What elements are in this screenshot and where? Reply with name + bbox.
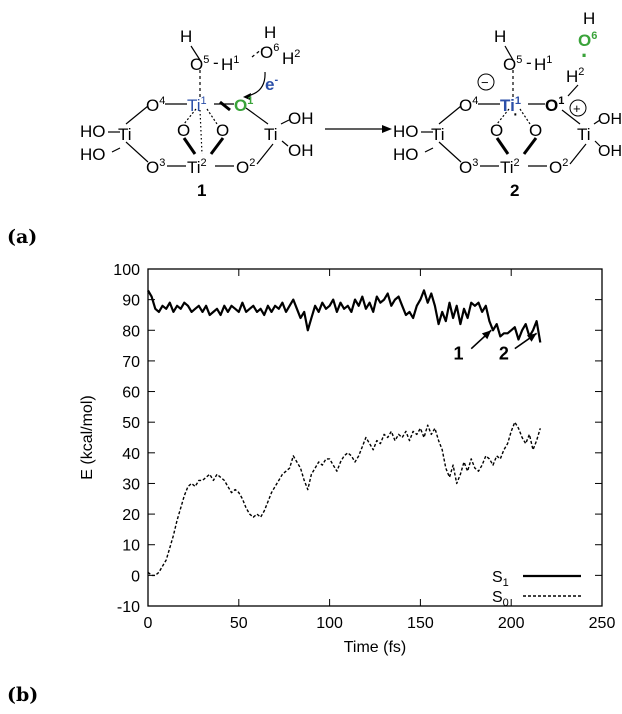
ti-right-atom-2: Ti [577,125,591,144]
annotation-arrowhead-icon [526,333,537,342]
structure-2-number: 2 [510,181,519,200]
y-tick-label: 40 [122,446,140,463]
ti2-atom: Ti2 [187,157,207,177]
bond-dash-2: - [526,53,532,72]
o-mid-left-atom-2: O [490,121,503,140]
y-tick-label: 0 [131,568,140,585]
h-top-atom-2: H [494,27,506,46]
panel-b-label: (b) [7,684,39,706]
o6-atom-2: O6 [578,30,597,50]
axis-ticks [147,268,603,607]
o6-atom: O6 [260,42,279,62]
ho-left-bottom: HO [80,145,106,164]
ti1-atom: Ti1 [187,95,207,115]
h2-atom-2: H2 [566,66,584,86]
o5-atom-2: O5 [503,54,522,74]
plot-frame [147,268,603,607]
structure-1-bonds [108,45,290,167]
annotation-arrowhead-icon [481,330,492,340]
structure-2-bonds [421,45,601,167]
y-tick-label: 90 [122,293,140,310]
series-S1-line [147,289,542,343]
panel-a-label: (a) [7,226,38,248]
o1-atom-2: O1 [545,95,564,115]
electron-arrowhead-icon [243,93,251,100]
reaction-scheme: H O5 - H1 H O6 H2 e- O4 Ti1 O1 Ti HO HO … [80,9,622,200]
oh-right-top-2: OH [598,111,622,128]
ti-left-atom: Ti [118,125,132,144]
electron-transfer-arrow [246,71,266,97]
ti1-radical-dot: · [512,103,519,125]
o1-atom: O1 [234,95,253,115]
oh-right-bottom-2: OH [598,143,622,160]
energy-chart: 0 50 100 150 200 250-100102030405060708090100… [79,262,615,656]
series-layer [147,289,542,577]
y-tick-label: 10 [122,538,140,555]
structure-1-number: 1 [197,181,206,200]
y-tick-label: 80 [122,323,140,340]
annotation-label: 2 [499,343,509,363]
positive-charge-circle [569,99,587,117]
h-top-atom: H [180,27,192,46]
ti1-atom-2: Ti1 [500,95,521,115]
y-tick-label: 30 [122,476,140,493]
y-tick-label: 50 [122,415,140,432]
negative-charge-circle [477,73,495,91]
reaction-arrow [325,125,392,133]
negative-charge-sign: − [481,75,489,90]
y-tick-label: 70 [122,354,140,371]
radical-dot: · [581,43,588,68]
y-axis-label: E (kcal/mol) [79,395,96,479]
reaction-arrowhead-icon [382,125,392,133]
oh-right-top: OH [288,109,314,128]
o4-atom-2: O4 [459,95,478,115]
structure-2: H O5 - H1 H O6 · H2 − + O4 Ti1 · O1 Ti H… [393,9,622,200]
o5-atom: O5 [190,54,209,74]
ti2-atom-2: Ti2 [500,157,520,177]
x-tick-label: 150 [407,615,434,632]
o4-atom: O4 [146,95,165,115]
ho-left-top-2: HO [393,122,419,141]
x-axis-label: Time (fs) [344,639,407,656]
structure-1: H O5 - H1 H O6 H2 e- O4 Ti1 O1 Ti HO HO … [80,23,314,200]
annotation-label: 1 [454,343,464,363]
h1-atom: H1 [221,54,239,74]
h-o6-atom-2: H [583,9,595,28]
y-tick-label: 60 [122,385,140,402]
o3-atom-2: O3 [459,157,478,177]
ti-right-atom: Ti [264,125,278,144]
x-tick-label: 50 [230,615,248,632]
o-mid-right-atom-2: O [529,121,542,140]
x-tick-label: 250 [589,615,616,632]
o2-atom-2: O2 [549,157,568,177]
y-tick-label: 100 [113,262,140,279]
h1-atom-2: H1 [534,54,552,74]
y-tick-label: 20 [122,507,140,524]
series-S0-line [147,421,541,577]
positive-charge-sign: + [573,101,581,116]
o-mid-right-atom: O [216,121,229,140]
oh-right-bottom: OH [288,141,314,160]
x-tick-label: 0 [144,615,153,632]
h-o6-atom: H [264,23,276,42]
electron-label: e- [265,74,278,94]
h2-atom: H2 [282,48,300,68]
o3-atom: O3 [146,157,165,177]
x-tick-label: 200 [498,615,525,632]
legend-label: S1 [492,569,509,589]
o2-atom: O2 [236,157,255,177]
ti-left-atom-2: Ti [431,125,445,144]
ho-left-top: HO [80,122,106,141]
bond-dash: - [213,53,219,72]
y-tick-label: -10 [117,599,140,616]
ho-left-bottom-2: HO [393,145,419,164]
x-tick-label: 100 [316,615,343,632]
o-mid-left-atom: O [177,121,190,140]
legend-label: S0 [492,589,509,609]
